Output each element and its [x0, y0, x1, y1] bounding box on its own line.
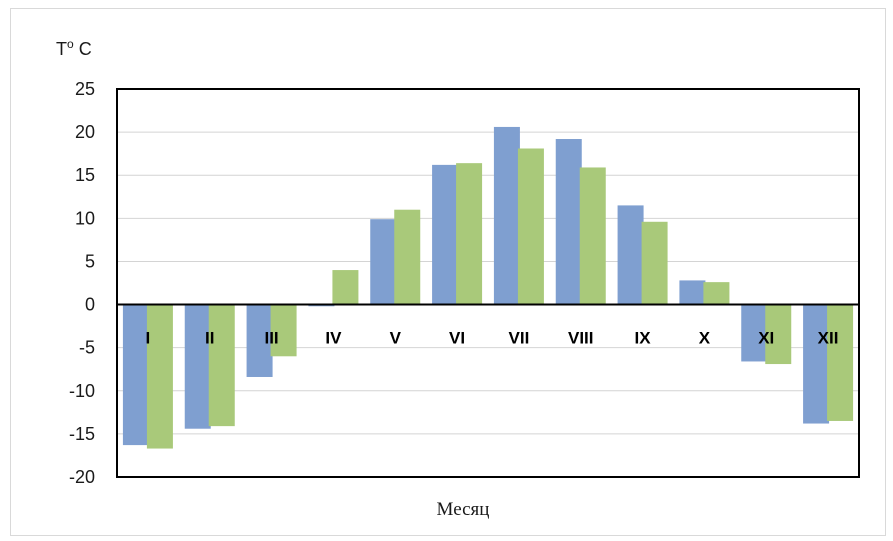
bar-series1-I: [122, 304, 149, 446]
category-label: X: [699, 329, 711, 348]
bar-series2-IX: [641, 221, 668, 305]
y-tick-label: 15: [75, 165, 95, 185]
bar-series2-X: [703, 282, 730, 305]
category-label: III: [264, 329, 278, 348]
category-label: II: [205, 329, 214, 348]
y-tick-label: -10: [69, 381, 95, 401]
y-tick-label: -20: [69, 467, 95, 487]
bar-series2-VII: [517, 148, 544, 305]
bar-series1-VIII: [555, 139, 582, 305]
y-axis-unit-label: To C: [56, 37, 92, 59]
category-label: V: [390, 329, 402, 348]
bars: [122, 126, 854, 449]
bar-series2-I: [146, 304, 173, 449]
chart-frame: [10, 8, 886, 536]
bar-series1-XII: [803, 304, 830, 424]
y-tick-label: 5: [85, 251, 95, 271]
category-label: VIII: [568, 329, 594, 348]
y-tick-label: 0: [85, 295, 95, 315]
bar-series1-III: [246, 304, 273, 377]
bar-series1-XI: [741, 304, 768, 362]
x-axis-title: Месяц: [437, 499, 490, 520]
bar-series2-II: [208, 304, 235, 427]
bar-series2-IV: [332, 270, 359, 305]
category-labels: I II III IV V VI VII VIII IX X XI XII: [146, 329, 839, 348]
category-label: XI: [758, 329, 774, 348]
bar-series1-II: [184, 304, 211, 429]
y-tick-labels: 25 20 15 10 5 0 -5 -10 -15 -20: [69, 79, 95, 487]
bar-series2-III: [270, 304, 297, 357]
bar-series2-XI: [765, 304, 792, 365]
category-label: VI: [449, 329, 465, 348]
category-label: I: [146, 329, 151, 348]
bar-series2-XII: [827, 304, 854, 421]
bar-series1-V: [370, 219, 397, 305]
y-tick-label: -15: [69, 424, 95, 444]
bar-series1-VI: [432, 164, 459, 305]
bar-series1-X: [679, 280, 706, 305]
y-tick-label: 25: [75, 79, 95, 99]
y-tick-label: 20: [75, 122, 95, 142]
category-label: VII: [509, 329, 530, 348]
bar-series2-VIII: [579, 167, 606, 305]
category-label: IV: [325, 329, 342, 348]
bar-series2-VI: [456, 163, 483, 305]
category-label: XII: [818, 329, 839, 348]
bar-series2-V: [394, 209, 421, 305]
plot-area-border: [116, 88, 860, 478]
y-tick-label: 10: [75, 208, 95, 228]
y-tick-label: -5: [79, 338, 95, 358]
bar-series1-VII: [493, 126, 520, 305]
category-label: IX: [635, 329, 652, 348]
bar-series1-IX: [617, 205, 644, 305]
